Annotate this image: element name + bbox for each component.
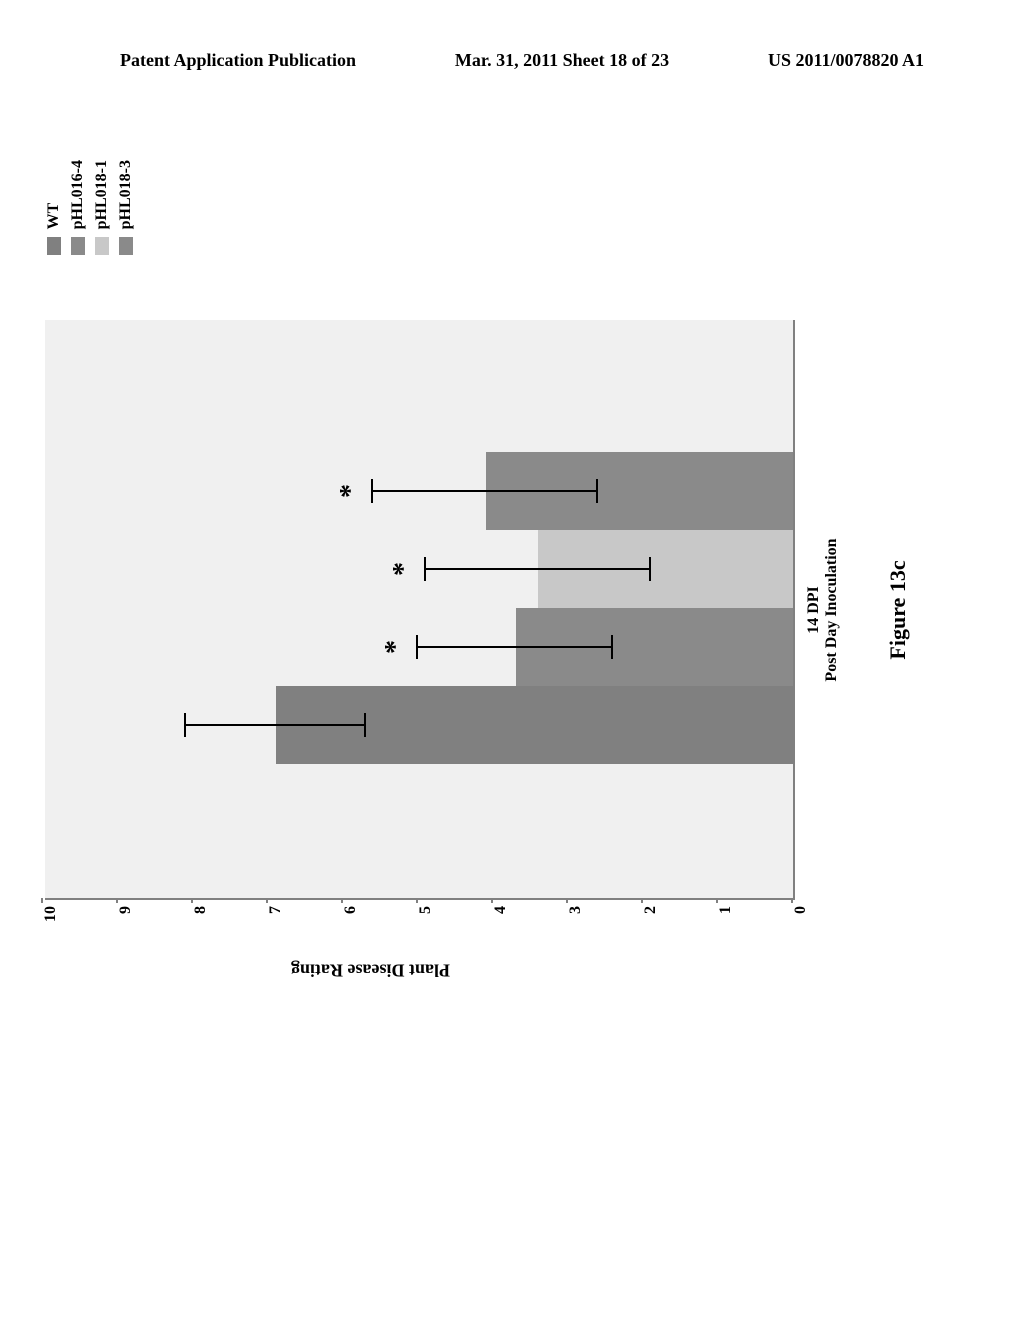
y-tick-mark — [491, 898, 493, 903]
legend-swatch — [71, 237, 85, 255]
error-bar — [186, 724, 366, 726]
significance-marker: * — [380, 640, 412, 654]
y-tick-label: 0 — [792, 898, 810, 914]
error-cap-top — [416, 635, 418, 659]
y-tick-mark — [791, 898, 793, 903]
header-right: US 2011/0078820 A1 — [768, 50, 924, 71]
error-cap-top — [184, 713, 186, 737]
y-tick-label: 7 — [267, 898, 285, 914]
error-cap-top — [371, 479, 373, 503]
y-tick-label: 4 — [492, 898, 510, 914]
legend-item: pHL016-4 — [69, 160, 87, 255]
x-axis-labels: 14 DPI Post Day Inoculation — [805, 320, 841, 900]
y-tick-mark — [641, 898, 643, 903]
significance-marker: * — [335, 484, 367, 498]
y-tick-label: 6 — [342, 898, 360, 914]
y-tick-mark — [266, 898, 268, 903]
y-tick-mark — [716, 898, 718, 903]
legend-label: pHL018-3 — [117, 160, 135, 229]
y-tick-label: 3 — [567, 898, 585, 914]
error-cap-bottom — [364, 713, 366, 737]
error-bar — [426, 568, 651, 570]
y-tick-label: 2 — [642, 898, 660, 914]
y-tick-label: 9 — [117, 898, 135, 914]
significance-marker: * — [388, 562, 420, 576]
chart-rotated-container: Plant Disease Rating 012345678910*** 14 … — [15, 250, 885, 960]
error-bar — [418, 646, 613, 648]
error-cap-bottom — [611, 635, 613, 659]
legend-item: pHL018-1 — [93, 160, 111, 255]
y-tick-mark — [416, 898, 418, 903]
error-bar — [373, 490, 598, 492]
x-axis-label-sub: Post Day Inoculation — [823, 320, 841, 900]
legend-swatch — [47, 237, 61, 255]
legend-item: pHL018-3 — [117, 160, 135, 255]
error-cap-bottom — [649, 557, 651, 581]
legend-swatch — [119, 237, 133, 255]
legend: WT pHL016-4 pHL018-1 pHL018-3 — [45, 160, 141, 255]
header-left: Patent Application Publication — [120, 50, 356, 71]
legend-item: WT — [45, 160, 63, 255]
y-tick-label: 8 — [192, 898, 210, 914]
legend-swatch — [95, 237, 109, 255]
y-tick-mark — [566, 898, 568, 903]
y-tick-label: 5 — [417, 898, 435, 914]
y-axis-label: Plant Disease Rating — [291, 960, 450, 981]
y-tick-label: 1 — [717, 898, 735, 914]
x-axis-label-main: 14 DPI — [805, 320, 823, 900]
y-tick-label: 10 — [42, 898, 60, 922]
y-tick-mark — [116, 898, 118, 903]
error-cap-bottom — [596, 479, 598, 503]
figure-caption: Figure 13c — [885, 320, 911, 900]
error-cap-top — [424, 557, 426, 581]
legend-label: pHL018-1 — [93, 160, 111, 229]
legend-label: pHL016-4 — [69, 160, 87, 229]
plot-area: 012345678910*** — [45, 320, 795, 900]
y-tick-mark — [191, 898, 193, 903]
page-header: Patent Application Publication Mar. 31, … — [0, 0, 1024, 71]
legend-label: WT — [45, 203, 63, 230]
y-tick-mark — [341, 898, 343, 903]
header-center: Mar. 31, 2011 Sheet 18 of 23 — [455, 50, 669, 71]
y-tick-mark — [41, 898, 43, 903]
chart-wrapper: Plant Disease Rating 012345678910*** 14 … — [15, 250, 885, 960]
